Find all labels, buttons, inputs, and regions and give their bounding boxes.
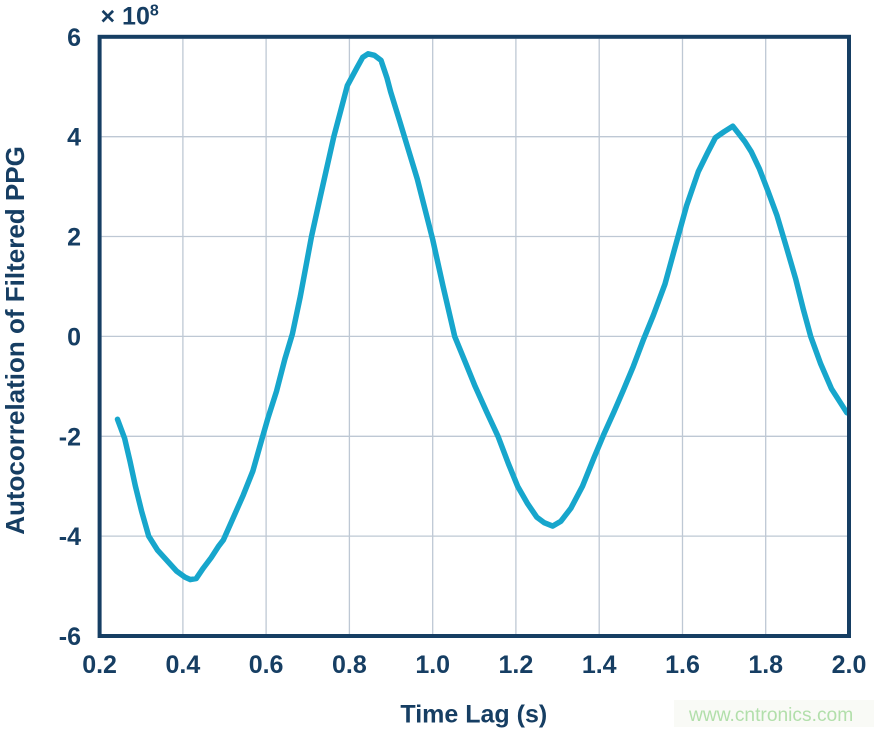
svg-text:0.2: 0.2 [82,651,117,679]
svg-text:Autocorrelation of Filtered PP: Autocorrelation of Filtered PPG [0,146,30,535]
svg-text:× 108: × 108 [101,2,159,30]
svg-text:0: 0 [67,323,81,351]
svg-text:2.0: 2.0 [832,651,867,679]
svg-text:-4: -4 [59,523,81,551]
svg-text:2: 2 [67,224,81,252]
svg-text:1.0: 1.0 [415,651,450,679]
svg-text:0.4: 0.4 [166,651,201,679]
svg-text:6: 6 [67,24,81,52]
svg-text:1.6: 1.6 [665,651,700,679]
svg-text:-2: -2 [59,423,81,451]
svg-text:www.cntronics.com: www.cntronics.com [688,705,853,726]
svg-text:1.8: 1.8 [748,651,783,679]
svg-text:1.4: 1.4 [582,651,617,679]
svg-text:4: 4 [67,124,81,152]
svg-text:0.6: 0.6 [249,651,284,679]
svg-text:1.2: 1.2 [499,651,534,679]
svg-text:0.8: 0.8 [332,651,367,679]
svg-text:-6: -6 [59,623,81,651]
svg-text:Time Lag (s): Time Lag (s) [400,700,547,728]
